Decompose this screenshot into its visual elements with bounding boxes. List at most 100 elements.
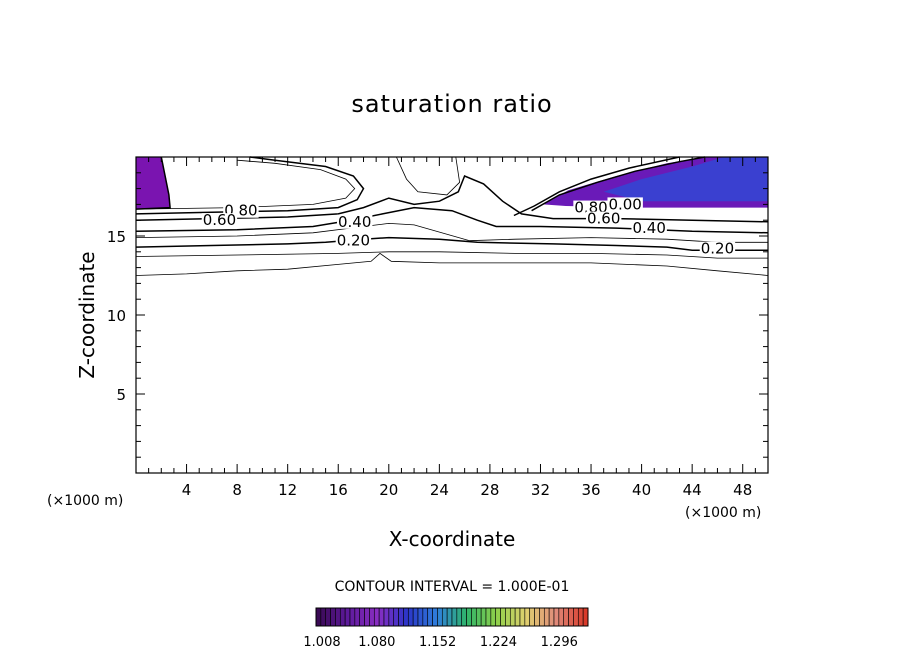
y-tick-label: 10	[107, 307, 126, 325]
colorbar-cell	[407, 607, 414, 627]
contour-line-11	[531, 156, 705, 212]
contour-label-6: 0.60	[587, 210, 620, 228]
contour-label-3: 0.20	[337, 232, 370, 250]
x-tick-label: 36	[581, 481, 600, 499]
colorbar-cell	[456, 607, 463, 627]
colorbar-cell	[529, 607, 535, 627]
colorbar-cell	[543, 607, 550, 627]
colorbar-cell	[325, 607, 331, 627]
colorbar-cell	[412, 607, 419, 627]
contour-label-bg-3	[335, 233, 372, 248]
colorbar-cell	[330, 607, 336, 627]
colorbar-cell	[524, 607, 531, 627]
x-tick-label: 16	[329, 481, 348, 499]
colorbar-cell	[417, 607, 424, 627]
colorbar-cell	[577, 607, 584, 627]
colorbar-tick-label: 1.080	[358, 635, 395, 650]
colorbar-cell	[335, 607, 341, 627]
contour-label-bg-5	[607, 197, 643, 212]
contour-line-9	[396, 156, 461, 196]
colorbar-tick-label: 1.152	[419, 635, 456, 650]
contour-line-0	[135, 252, 769, 276]
colorbar-cell	[534, 607, 540, 627]
contour-line-3	[135, 222, 768, 243]
colorbar-cell	[349, 607, 356, 627]
contour-label-7: 0.40	[632, 219, 665, 237]
colorbar-cell	[514, 607, 521, 627]
colorbar-cell	[568, 607, 574, 627]
colorbar-cell	[344, 607, 351, 627]
y-tick-label: 5	[116, 386, 126, 404]
colorbar-cell	[398, 607, 404, 627]
contour-line-4	[135, 206, 769, 234]
x-tick-label: 24	[430, 481, 449, 499]
colorbar-cell	[432, 607, 438, 627]
contour-interval-text: CONTOUR INTERVAL = 1.000E-01	[335, 579, 570, 595]
colorbar-cell	[471, 607, 477, 627]
contour-label-bg-8	[699, 241, 736, 256]
colorbar-cell	[320, 607, 327, 627]
x-unit-left: (×1000 m)	[47, 493, 123, 509]
colorbar-cell	[437, 607, 443, 627]
chart-title: saturation ratio	[351, 90, 552, 118]
colorbar-cell	[475, 607, 482, 627]
contour-label-bg-1	[201, 213, 238, 228]
colorbar-tick-label: 1.296	[541, 635, 578, 650]
colorbar-cell	[446, 607, 453, 627]
x-axis-label: X-coordinate	[389, 527, 516, 551]
colorbar-cell	[553, 607, 560, 627]
contour-line-10	[135, 156, 171, 210]
colorbar-cell	[369, 607, 375, 627]
contour-line-8	[135, 159, 356, 210]
colorbar-cell	[339, 607, 346, 627]
shaded-regions	[136, 157, 768, 210]
colorbar-cell	[485, 607, 492, 627]
colorbar-cell	[519, 607, 526, 627]
colorbar-cell	[461, 607, 467, 627]
colorbar-cell	[388, 607, 395, 627]
colorbar-tick-label: 1.224	[480, 635, 517, 650]
colorbar	[315, 607, 589, 627]
contour-label-bg-2	[336, 214, 373, 229]
colorbar-cell	[364, 607, 370, 627]
colorbar-cell	[441, 607, 448, 627]
colorbar-cell	[548, 607, 555, 627]
colorbar-cell	[495, 607, 501, 627]
x-tick-label: 4	[182, 481, 192, 499]
contour-label-bg-4	[573, 200, 609, 215]
colorbar-tick-label: 1.008	[303, 635, 340, 650]
colorbar-cell	[490, 607, 497, 627]
contour-label-bg-6	[585, 211, 622, 226]
colorbar-cell	[378, 607, 385, 627]
colorbar-cell	[500, 607, 506, 627]
contour-lines	[135, 156, 769, 276]
colorbar-cell	[359, 607, 365, 627]
colorbar-cell	[403, 607, 409, 627]
y-axis-label: Z-coordinate	[75, 251, 99, 378]
colorbar-cell	[427, 607, 433, 627]
shaded-region-0	[136, 157, 171, 210]
contour-label-2: 0.40	[338, 213, 371, 231]
colorbar-cell	[563, 607, 569, 627]
x-tick-label: 48	[733, 481, 752, 499]
contour-label-8: 0.20	[701, 240, 734, 258]
contour-label-1: 0.60	[203, 211, 236, 229]
colorbar-cell	[573, 607, 579, 627]
colorbar-cell	[558, 607, 565, 627]
colorbar-cell	[451, 607, 458, 627]
contour-label-bg-7	[631, 221, 667, 236]
contour-line-5	[135, 175, 769, 223]
colorbar-cell	[582, 607, 589, 627]
contour-labels: 0.800.60 0.400.200.80 0.000.600.400.20	[201, 195, 736, 258]
colorbar-cell	[383, 607, 390, 627]
shaded-region-2	[603, 157, 768, 202]
colorbar-cell	[466, 607, 472, 627]
colorbar-cell	[509, 607, 516, 627]
contour-line-7	[513, 156, 680, 217]
colorbar-ticks: 1.008 1.080 1.152 1.224 1.296	[303, 635, 577, 650]
colorbar-cell	[505, 607, 511, 627]
y-tick-label: 15	[107, 228, 126, 246]
x-tick-label: 32	[531, 481, 550, 499]
